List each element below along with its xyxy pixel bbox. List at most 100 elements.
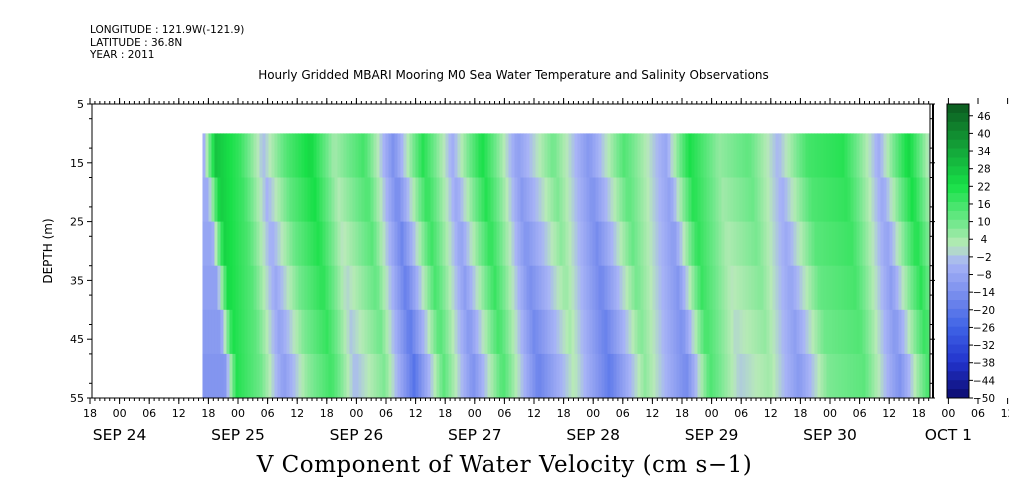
velocity-cell (388, 309, 392, 355)
x-tick-label: 12 (290, 407, 304, 420)
velocity-cell (727, 221, 731, 267)
velocity-cell (583, 133, 587, 178)
velocity-cell (793, 265, 797, 311)
velocity-cell (205, 221, 209, 267)
velocity-cell (562, 133, 566, 178)
velocity-cell (283, 133, 287, 178)
velocity-cell (889, 353, 893, 398)
velocity-cell (454, 353, 458, 398)
velocity-cell (631, 353, 635, 398)
velocity-cell (838, 133, 842, 178)
velocity-cell (880, 353, 884, 398)
velocity-cell (589, 353, 593, 398)
velocity-cell (250, 353, 254, 398)
velocity-cell (340, 265, 344, 311)
velocity-cell (580, 353, 584, 398)
velocity-cell (673, 265, 677, 311)
velocity-cell (904, 309, 908, 355)
velocity-cell (481, 353, 485, 398)
velocity-cell (529, 353, 533, 398)
velocity-cell (427, 177, 431, 223)
velocity-cell (922, 133, 926, 178)
velocity-cell (283, 309, 287, 355)
velocity-cell (871, 265, 875, 311)
velocity-cell (814, 133, 818, 178)
velocity-cell (541, 309, 545, 355)
velocity-cell (265, 353, 269, 398)
velocity-cell (529, 265, 533, 311)
velocity-cell (886, 177, 890, 223)
colorbar-segment (947, 353, 969, 363)
velocity-cell (706, 177, 710, 223)
velocity-cell (316, 265, 320, 311)
velocity-cell (394, 309, 398, 355)
velocity-cell (415, 309, 419, 355)
velocity-cell (379, 177, 383, 223)
velocity-cell (817, 177, 821, 223)
velocity-cell (592, 353, 596, 398)
velocity-cell (712, 177, 716, 223)
velocity-cell (379, 309, 383, 355)
velocity-cell (391, 177, 395, 223)
velocity-cell (625, 221, 629, 267)
velocity-cell (535, 221, 539, 267)
x-tick-label: 00 (823, 407, 837, 420)
velocity-cell (466, 221, 470, 267)
velocity-cell (229, 265, 233, 311)
velocity-cell (502, 221, 506, 267)
velocity-cell (790, 309, 794, 355)
velocity-cell (712, 221, 716, 267)
velocity-cell (478, 177, 482, 223)
velocity-cell (307, 265, 311, 311)
velocity-cell (754, 133, 758, 178)
velocity-cell (811, 353, 815, 398)
velocity-cell (463, 265, 467, 311)
velocity-cell (583, 265, 587, 311)
velocity-cell (847, 309, 851, 355)
velocity-cell (526, 265, 530, 311)
velocity-cell (760, 221, 764, 267)
velocity-cell (259, 177, 263, 223)
velocity-cell (841, 265, 845, 311)
velocity-cell (727, 265, 731, 311)
velocity-cell (385, 133, 389, 178)
velocity-cell (757, 221, 761, 267)
velocity-cell (406, 177, 410, 223)
velocity-cell (484, 309, 488, 355)
velocity-cell (703, 221, 707, 267)
velocity-cell (856, 309, 860, 355)
velocity-cell (202, 133, 206, 178)
velocity-cell (418, 309, 422, 355)
velocity-cell (856, 265, 860, 311)
velocity-cell (904, 353, 908, 398)
velocity-cell (541, 221, 545, 267)
velocity-cell (355, 221, 359, 267)
velocity-cell (232, 221, 236, 267)
velocity-cell (907, 221, 911, 267)
velocity-cell (415, 221, 419, 267)
velocity-cell (535, 309, 539, 355)
velocity-cell (556, 133, 560, 178)
velocity-cell (775, 309, 779, 355)
velocity-cell (475, 133, 479, 178)
velocity-cell (298, 221, 302, 267)
velocity-cell (367, 353, 371, 398)
velocity-cell (760, 265, 764, 311)
velocity-cell (742, 221, 746, 267)
velocity-cell (571, 177, 575, 223)
velocity-cell (730, 133, 734, 178)
velocity-cell (274, 221, 278, 267)
velocity-cell (529, 133, 533, 178)
velocity-cell (778, 177, 782, 223)
velocity-cell (325, 133, 329, 178)
velocity-cell (271, 265, 275, 311)
velocity-cell (241, 265, 245, 311)
velocity-cell (727, 353, 731, 398)
velocity-cell (688, 265, 692, 311)
velocity-cell (232, 133, 236, 178)
velocity-cell (400, 309, 404, 355)
velocity-cell (229, 177, 233, 223)
velocity-cell (553, 309, 557, 355)
colorbar-segment (947, 166, 969, 176)
